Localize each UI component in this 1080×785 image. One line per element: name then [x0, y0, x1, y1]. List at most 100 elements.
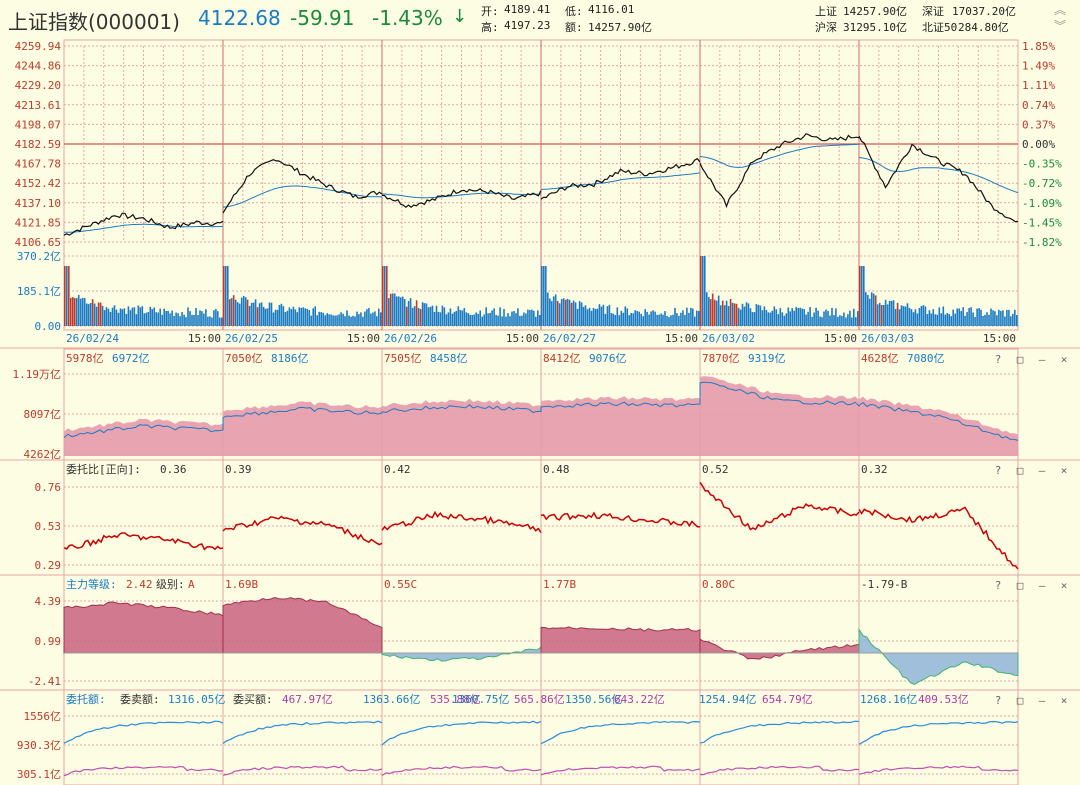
volume-bar	[859, 266, 861, 326]
restore-icon[interactable]: □	[1016, 353, 1024, 366]
volume-bar	[177, 313, 179, 326]
help-icon[interactable]: ?	[994, 353, 1002, 366]
volume-bar	[974, 316, 976, 326]
volume-bar	[550, 301, 553, 326]
restore-icon[interactable]: □	[1016, 694, 1024, 707]
volume-bar	[805, 314, 807, 326]
volume-bar	[101, 305, 104, 326]
volume-bar	[1012, 313, 1014, 326]
volume-bar	[181, 312, 183, 326]
volume-bar	[797, 308, 799, 326]
volume-bar	[642, 316, 644, 326]
volume-bar	[491, 310, 493, 326]
volume-bar	[558, 303, 561, 326]
volume-tick-label: 185.1亿	[17, 285, 61, 298]
volume-bar	[874, 295, 877, 326]
volume-bar	[372, 312, 374, 326]
volume-bar	[592, 307, 595, 326]
volume-bar	[692, 308, 694, 326]
high-value: 4197.23	[504, 19, 551, 32]
volume-bar	[886, 304, 889, 326]
sh-label: 上证	[815, 5, 837, 18]
volume-bar	[431, 305, 434, 326]
volume-bar	[928, 310, 931, 326]
volume-bar	[221, 317, 223, 326]
volume-bar	[445, 314, 448, 326]
scroll-down-icon[interactable]: ︾	[1053, 19, 1066, 33]
p4-tick-label: 4.39	[35, 595, 62, 608]
volume-bar	[634, 310, 636, 326]
volume-bar	[338, 314, 340, 326]
volume-bar	[463, 308, 466, 326]
minimize-icon[interactable]: –	[1038, 353, 1046, 366]
volume-bar	[99, 302, 102, 326]
amount-value: 14257.90亿	[588, 21, 652, 34]
volume-bar	[113, 305, 116, 326]
volume-bar	[765, 309, 768, 326]
volume-bar	[89, 303, 92, 326]
volume-bar	[304, 308, 307, 326]
price-tick-label: 4137.10	[15, 197, 61, 210]
volume-bar	[489, 312, 491, 326]
volume-bar	[270, 302, 273, 326]
volume-bar	[97, 302, 100, 326]
volume-bar	[706, 292, 708, 326]
volume-bar	[423, 303, 426, 326]
volume-bar	[767, 312, 770, 326]
volume-bar	[664, 311, 666, 326]
volume-bar	[244, 297, 247, 326]
minimize-icon[interactable]: –	[1038, 694, 1046, 707]
volume-bar	[384, 266, 386, 326]
volume-bar	[867, 295, 869, 326]
volume-bar	[374, 311, 376, 326]
volume-bar	[632, 313, 634, 326]
volume-bar	[93, 303, 96, 326]
volume-bar	[123, 308, 126, 326]
help-icon[interactable]: ?	[994, 579, 1002, 592]
help-icon[interactable]: ?	[994, 464, 1002, 477]
volume-bar	[711, 293, 714, 326]
restore-icon[interactable]: □	[1016, 464, 1024, 477]
volume-bar	[127, 306, 130, 326]
minimize-icon[interactable]: –	[1038, 464, 1046, 477]
close-icon[interactable]: ×	[1060, 353, 1068, 366]
pct-tick-label: -1.09%	[1022, 197, 1062, 210]
scroll-up-icon[interactable]: ︽	[1053, 3, 1066, 17]
volume-bar	[908, 307, 911, 326]
volume-bar	[229, 299, 231, 326]
pct-tick-label: -1.82%	[1022, 236, 1062, 249]
p2-amount-a: 7870亿	[702, 352, 740, 365]
p2-amount-b: 9076亿	[589, 352, 627, 365]
volume-bar	[260, 302, 263, 326]
volume-bar	[191, 314, 193, 326]
sz-value: 17037.20亿	[952, 5, 1016, 18]
p2-line	[63, 381, 1019, 441]
volume-bar	[219, 317, 221, 326]
volume-bar	[352, 315, 354, 326]
volume-bar	[994, 311, 996, 326]
minimize-icon[interactable]: –	[1038, 579, 1046, 592]
volume-bar	[749, 308, 752, 326]
volume-bar	[201, 311, 203, 326]
volume-bar	[855, 317, 857, 326]
date-label: 26/02/26	[384, 332, 437, 345]
date-label: 26/03/03	[861, 332, 914, 345]
volume-bar	[644, 309, 646, 326]
volume-bar	[427, 307, 430, 326]
volume-bar	[207, 316, 209, 326]
close-icon[interactable]: ×	[1060, 579, 1068, 592]
volume-bar	[982, 315, 984, 326]
volume-bar	[73, 298, 76, 326]
volume-bar	[936, 314, 939, 326]
volume-bar	[956, 308, 958, 326]
bz-value: 284.80亿	[958, 21, 1009, 34]
help-icon[interactable]: ?	[994, 694, 1002, 707]
close-icon[interactable]: ×	[1060, 464, 1068, 477]
volume-bar	[835, 308, 837, 326]
close-icon[interactable]: ×	[1060, 694, 1068, 707]
volume-bar	[282, 306, 285, 326]
restore-icon[interactable]: □	[1016, 579, 1024, 592]
volume-bar	[568, 299, 571, 326]
volume-bar	[878, 302, 881, 326]
